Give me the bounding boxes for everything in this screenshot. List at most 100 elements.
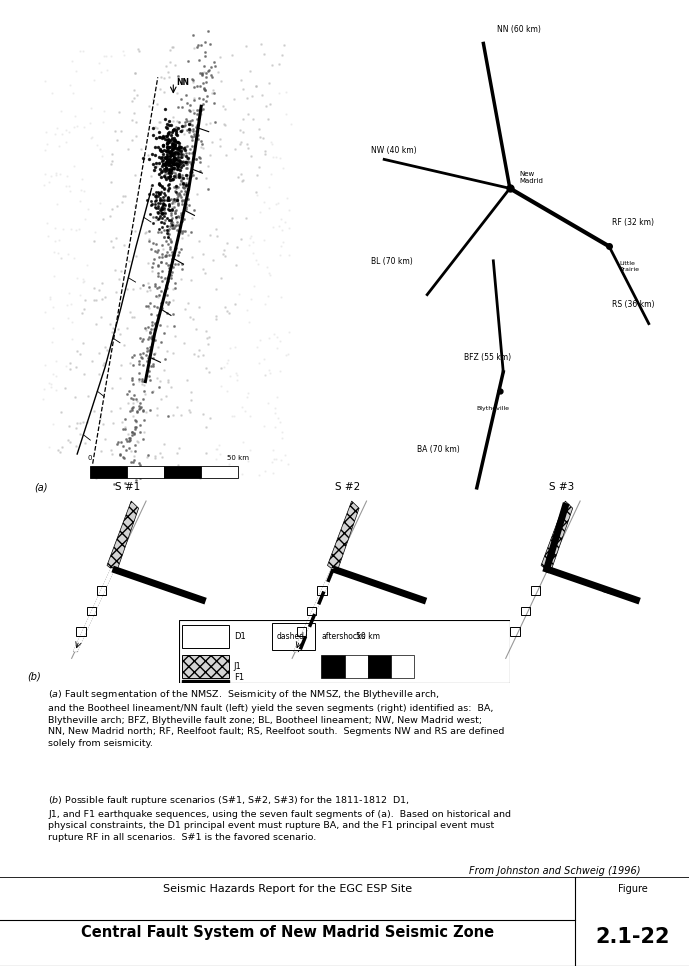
Text: BL (70 km): BL (70 km) (371, 257, 413, 266)
Point (119, 412, 130, 427)
Point (106, 446, 117, 462)
Point (166, 137, 177, 153)
Point (164, 213, 175, 228)
Point (127, 455, 138, 470)
Point (106, 146, 117, 161)
Point (74, 414, 85, 430)
Point (198, 80, 209, 96)
Point (176, 192, 187, 208)
Point (154, 186, 165, 202)
Point (119, 238, 130, 253)
Point (242, 389, 253, 405)
Point (173, 157, 184, 173)
Point (243, 140, 254, 156)
Point (110, 230, 121, 245)
Point (278, 160, 289, 176)
Point (154, 141, 165, 156)
Point (163, 139, 174, 155)
Point (274, 363, 285, 379)
Point (284, 220, 295, 236)
Point (150, 450, 161, 466)
Point (165, 157, 176, 173)
Point (154, 129, 165, 145)
Point (99, 289, 110, 304)
Point (105, 48, 116, 64)
Point (164, 227, 175, 242)
Point (180, 72, 191, 88)
Point (126, 370, 137, 385)
Point (93, 282, 104, 298)
Point (182, 227, 193, 242)
Point (269, 452, 280, 468)
Point (147, 177, 158, 192)
Polygon shape (541, 501, 573, 573)
Point (152, 196, 163, 212)
Point (182, 154, 193, 169)
Point (172, 185, 183, 201)
Point (182, 373, 193, 388)
Point (94, 411, 105, 426)
Point (194, 299, 205, 315)
Point (65, 297, 76, 312)
Point (68, 86, 79, 101)
Point (177, 225, 188, 241)
Point (146, 178, 157, 193)
Point (162, 192, 173, 208)
Point (173, 138, 184, 154)
Point (114, 370, 125, 385)
Point (185, 404, 196, 419)
Point (154, 195, 165, 211)
Point (162, 169, 173, 185)
Point (181, 184, 192, 199)
Point (274, 57, 285, 72)
Text: (b): (b) (28, 671, 41, 681)
Point (62, 246, 73, 262)
Point (134, 417, 145, 433)
Point (271, 329, 282, 345)
Point (269, 327, 280, 342)
Point (234, 136, 245, 152)
Point (45, 377, 56, 392)
Point (162, 281, 173, 297)
Point (158, 156, 169, 172)
Point (212, 64, 223, 79)
Point (152, 185, 163, 200)
Point (260, 98, 271, 113)
Point (142, 341, 153, 356)
Point (63, 433, 74, 448)
Point (96, 443, 107, 459)
Point (152, 242, 163, 258)
Point (105, 208, 116, 223)
Point (165, 148, 176, 163)
Point (161, 135, 172, 151)
Point (245, 441, 256, 457)
Point (130, 412, 141, 428)
Point (125, 390, 136, 406)
Point (178, 157, 189, 173)
Point (153, 221, 164, 237)
Point (120, 421, 131, 437)
Point (163, 140, 174, 156)
Point (180, 152, 191, 167)
Point (179, 194, 190, 210)
Point (163, 154, 174, 169)
Point (136, 213, 147, 228)
Point (172, 134, 183, 150)
Point (209, 96, 220, 111)
Point (165, 214, 176, 230)
Point (192, 128, 203, 143)
Point (279, 447, 290, 463)
Point (156, 130, 167, 146)
Point (225, 341, 236, 356)
Point (189, 202, 200, 217)
Point (43, 440, 54, 455)
Point (267, 136, 278, 152)
Point (187, 164, 198, 180)
Point (92, 137, 103, 153)
Point (167, 156, 178, 172)
Point (165, 191, 176, 207)
Point (188, 167, 199, 183)
Point (134, 458, 145, 473)
Bar (368, 655, 391, 678)
Point (176, 196, 187, 212)
